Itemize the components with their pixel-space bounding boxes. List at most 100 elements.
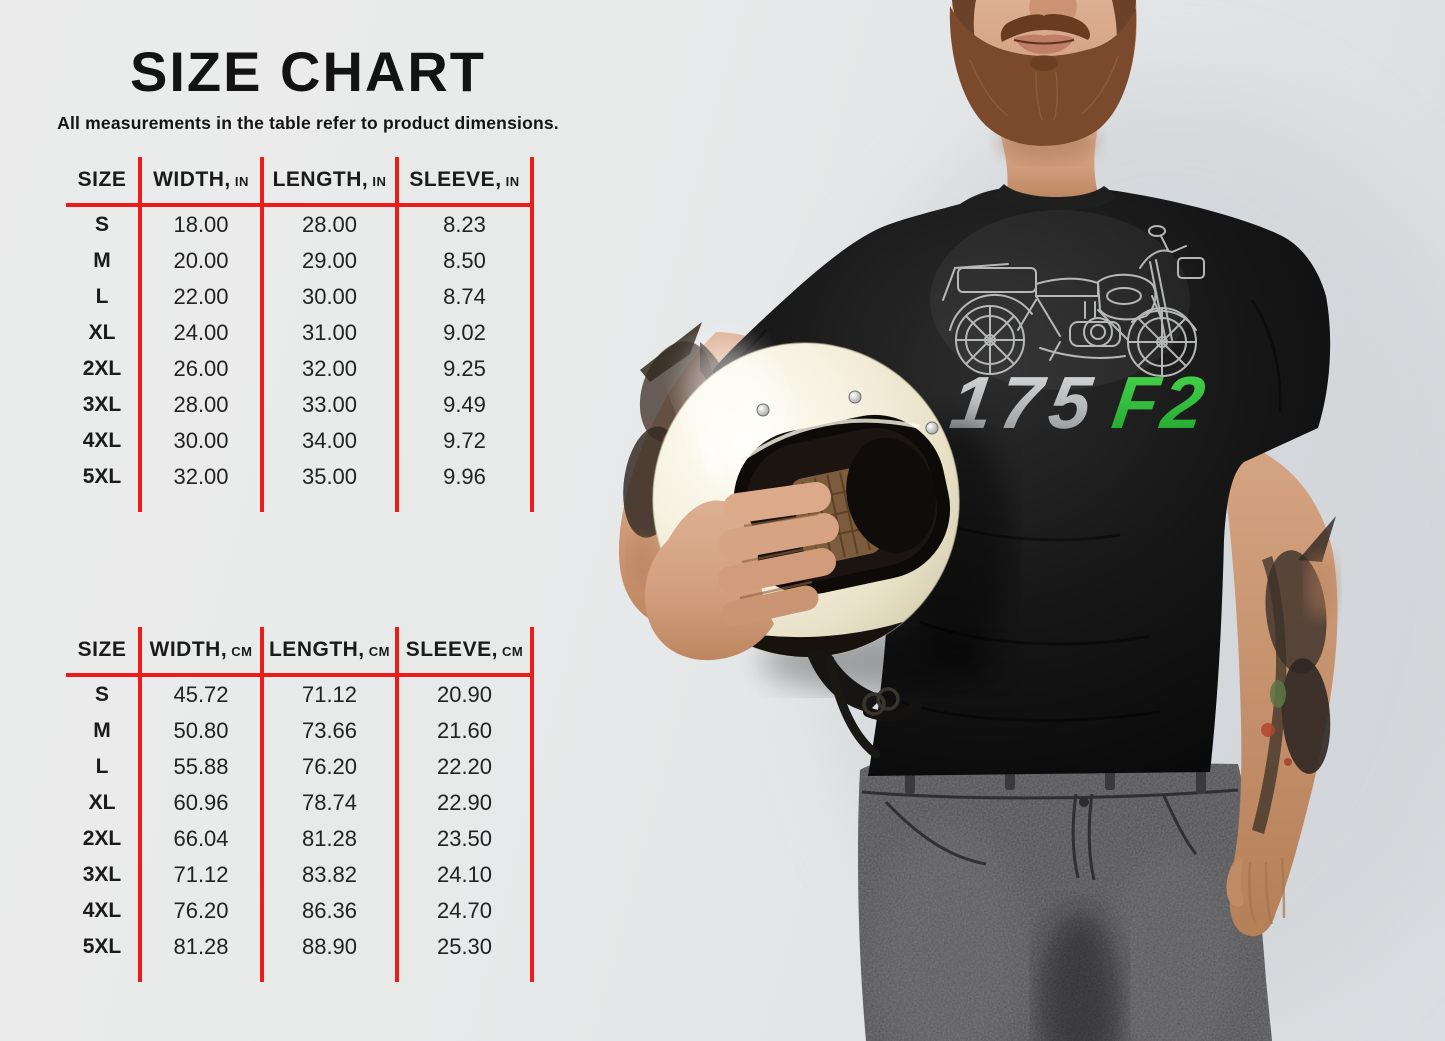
table-line-extension (66, 965, 534, 982)
measurement-value: 28.00 (260, 205, 397, 243)
measurement-value: 24.00 (138, 315, 262, 351)
column-header: WIDTH, IN (138, 157, 262, 207)
size-row: 4XL 30.00 34.00 9.72 (66, 423, 534, 459)
size-label: S (94, 213, 109, 236)
size-label: 3XL (82, 393, 122, 416)
measurement-value: 50.80 (138, 713, 262, 749)
measurement-value: 66.04 (138, 821, 262, 857)
column-header: SIZE (66, 627, 140, 677)
unit-label: IN (230, 174, 249, 189)
helmet-strap (806, 648, 923, 759)
size-label: 4XL (82, 429, 122, 452)
measurement-value: 76.20 (138, 893, 262, 929)
size-table-inches: SIZE WIDTH, IN LENGTH, IN SLEEVE, IN S 18.00 2… (66, 157, 534, 512)
size-row: 5XL 81.28 88.90 25.30 (66, 929, 534, 965)
measurement-value: 22.20 (395, 749, 534, 785)
unit-label: IN (368, 174, 387, 189)
size-row: 3XL 28.00 33.00 9.49 (66, 387, 534, 423)
size-label: S (94, 683, 109, 706)
size-label: 5XL (82, 935, 122, 958)
measurement-value: 33.00 (260, 387, 397, 423)
page-title: SIZE CHART (130, 40, 486, 103)
measurement-value: 22.00 (138, 279, 262, 315)
column-header: SLEEVE, IN (395, 157, 534, 207)
measurement-value: 34.00 (260, 423, 397, 459)
size-label: L (95, 285, 109, 308)
measurement-value: 31.00 (260, 315, 397, 351)
measurement-value: 45.72 (138, 675, 262, 713)
unit-label: IN (501, 174, 520, 189)
measurement-value: 32.00 (260, 351, 397, 387)
size-label: M (93, 719, 111, 742)
measurement-value: 9.96 (395, 459, 534, 495)
size-row: 2XL 66.04 81.28 23.50 (66, 821, 534, 857)
size-row: S 45.72 71.12 20.90 (66, 675, 534, 713)
size-label: M (93, 249, 111, 272)
measurement-value: 60.96 (138, 785, 262, 821)
motorcycle-line-art (942, 225, 1205, 377)
measurement-value: 22.90 (395, 785, 534, 821)
measurement-value: 9.02 (395, 315, 534, 351)
size-label: XL (88, 321, 116, 344)
measurement-value: 18.00 (138, 205, 262, 243)
size-row: L 22.00 30.00 8.74 (66, 279, 534, 315)
model-head (949, 0, 1137, 146)
size-label: 4XL (82, 899, 122, 922)
size-label: L (95, 755, 109, 778)
measurement-value: 26.00 (138, 351, 262, 387)
measurement-value: 25.30 (395, 929, 534, 965)
measurement-value: 8.23 (395, 205, 534, 243)
measurement-value: 20.90 (395, 675, 534, 713)
beard (949, 6, 1137, 146)
measurement-value: 30.00 (138, 423, 262, 459)
right-arm (1224, 444, 1338, 937)
column-header: LENGTH, CM (260, 627, 397, 677)
measurement-value: 83.82 (260, 857, 397, 893)
column-header: SIZE (66, 157, 140, 207)
size-label: 2XL (82, 357, 122, 380)
size-row: M 20.00 29.00 8.50 (66, 243, 534, 279)
size-row: S 18.00 28.00 8.23 (66, 205, 534, 243)
page-subtitle: All measurements in the table refer to p… (57, 113, 559, 133)
size-row: 3XL 71.12 83.82 24.10 (66, 857, 534, 893)
size-label: XL (88, 791, 116, 814)
measurement-value: 23.50 (395, 821, 534, 857)
jeans (858, 759, 1272, 1041)
measurement-value: 81.28 (138, 929, 262, 965)
size-table-cm: SIZE WIDTH, CM LENGTH, CM SLEEVE, CM S 45.72 7… (66, 627, 534, 982)
measurement-value: 8.74 (395, 279, 534, 315)
measurement-value: 86.36 (260, 893, 397, 929)
measurement-value: 81.28 (260, 821, 397, 857)
measurement-value: 55.88 (138, 749, 262, 785)
unit-label: CM (497, 644, 524, 659)
measurement-value: 30.00 (260, 279, 397, 315)
size-row: XL 24.00 31.00 9.02 (66, 315, 534, 351)
unit-label: CM (227, 644, 253, 659)
size-row: 2XL 26.00 32.00 9.25 (66, 351, 534, 387)
size-row: 4XL 76.20 86.36 24.70 (66, 893, 534, 929)
collar (992, 184, 1116, 211)
measurement-value: 29.00 (260, 243, 397, 279)
helmet-rivets (756, 390, 939, 435)
shirt-text-f2: F2 (1108, 361, 1214, 444)
size-row: 5XL 32.00 35.00 9.96 (66, 459, 534, 495)
header-row: SIZE WIDTH, CM LENGTH, CM SLEEVE, CM (66, 627, 534, 677)
measurement-value: 20.00 (138, 243, 262, 279)
measurement-value: 9.49 (395, 387, 534, 423)
column-header: LENGTH, IN (260, 157, 397, 207)
column-header: SLEEVE, CM (395, 627, 534, 677)
measurement-value: 21.60 (395, 713, 534, 749)
measurement-value: 71.12 (138, 857, 262, 893)
measurement-value: 9.72 (395, 423, 534, 459)
measurement-value: 9.25 (395, 351, 534, 387)
size-label: 3XL (82, 863, 122, 886)
size-row: XL 60.96 78.74 22.90 (66, 785, 534, 821)
header-row: SIZE WIDTH, IN LENGTH, IN SLEEVE, IN (66, 157, 534, 207)
left-hand (644, 482, 839, 661)
measurement-value: 88.90 (260, 929, 397, 965)
size-row: M 50.80 73.66 21.60 (66, 713, 534, 749)
column-header: WIDTH, CM (138, 627, 262, 677)
measurement-value: 28.00 (138, 387, 262, 423)
measurement-value: 76.20 (260, 749, 397, 785)
measurement-value: 24.10 (395, 857, 534, 893)
